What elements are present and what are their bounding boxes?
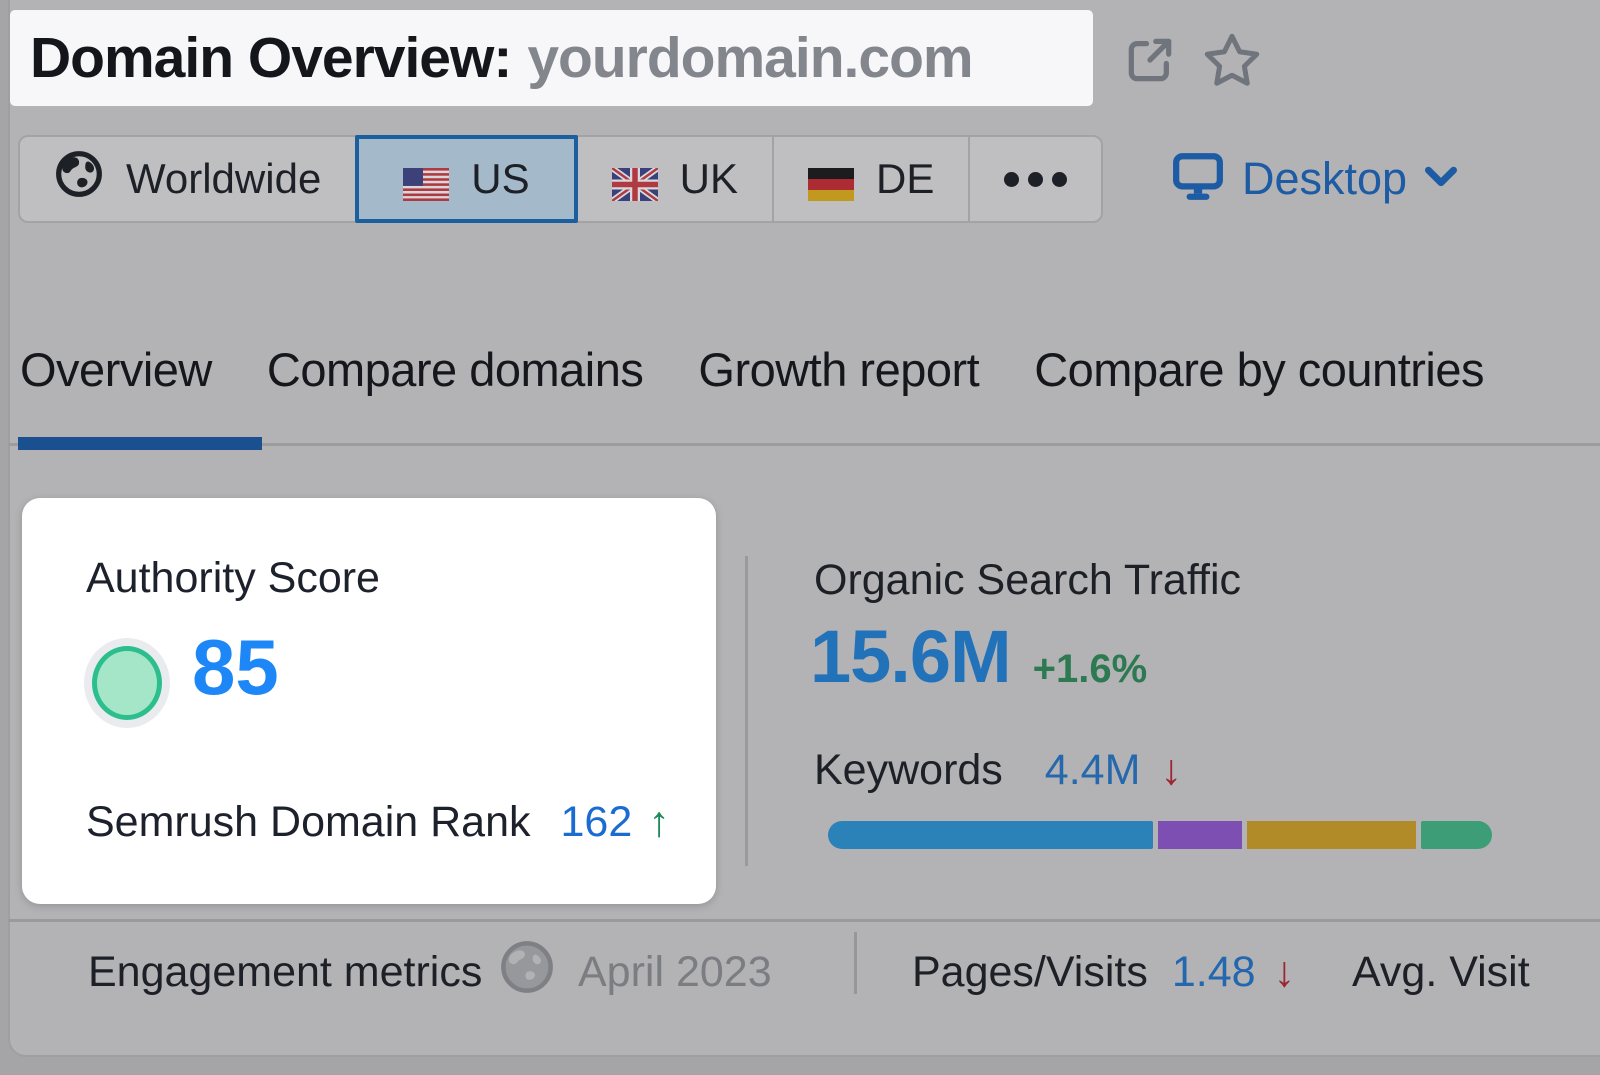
tab-compare-by-countries[interactable]: Compare by countries — [1034, 343, 1484, 396]
authority-score-value: 85 — [192, 623, 279, 711]
keywords-distribution-bar — [828, 821, 1492, 849]
chevron-down-icon — [1425, 166, 1458, 193]
domain-rank-value: 162 — [560, 798, 633, 846]
page-title-domain: yourdomain.com — [527, 26, 973, 90]
engagement-metrics-title: Engagement metrics — [88, 948, 483, 996]
page-title-label: Domain Overview: — [30, 26, 512, 90]
region-selector-bar: Worldwide US — [18, 135, 1104, 223]
domain-rank-label: Semrush Domain Rank — [86, 798, 531, 846]
engagement-globe-icon — [500, 940, 554, 999]
region-more-button[interactable] — [968, 137, 1101, 221]
tabs-baseline-rule — [8, 443, 1600, 446]
authority-score-card: Authority Score 85 Semrush Domain Rank 1… — [22, 498, 716, 904]
organic-traffic-value-row: 15.6M +1.6% — [810, 614, 1147, 699]
globe-icon — [54, 149, 104, 209]
section-divider — [8, 919, 1600, 922]
authority-score-gauge — [92, 646, 162, 720]
region-us-label: US — [471, 155, 530, 202]
engagement-date: April 2023 — [578, 948, 772, 996]
pages-visits-row: Pages/Visits 1.48 ↓ — [912, 948, 1295, 997]
us-flag-icon — [403, 163, 450, 201]
keywords-bar-segment-purple — [1157, 821, 1242, 849]
organic-traffic-title: Organic Search Traffic — [814, 556, 1241, 604]
uk-flag-icon — [609, 163, 660, 203]
keywords-value[interactable]: 4.4M — [1044, 746, 1141, 794]
keywords-row: Keywords 4.4M ↓ — [814, 746, 1182, 795]
desktop-monitor-icon — [1172, 152, 1224, 206]
keywords-bar-segment-green — [1420, 821, 1492, 849]
pages-visits-label: Pages/Visits — [912, 948, 1148, 996]
authority-score-title: Authority Score — [86, 554, 380, 602]
page-title: Domain Overview: yourdomain.com — [10, 10, 1093, 106]
keywords-bar-segment-blue — [828, 821, 1153, 849]
trend-up-arrow-icon: ↑ — [648, 798, 670, 846]
ellipsis-icon — [1004, 171, 1068, 187]
semrush-domain-rank-row: Semrush Domain Rank 162 ↑ — [86, 798, 670, 847]
device-selector[interactable]: Desktop — [1172, 146, 1458, 212]
de-flag-icon — [808, 163, 855, 201]
region-de[interactable]: DE — [772, 137, 968, 221]
region-de-label: DE — [876, 155, 935, 202]
engagement-divider — [854, 932, 857, 994]
report-tabs: Overview Compare domains Growth report C… — [20, 342, 1600, 397]
region-worldwide[interactable]: Worldwide — [20, 137, 355, 221]
tab-compare-domains[interactable]: Compare domains — [266, 343, 644, 396]
region-us[interactable]: US — [355, 135, 578, 223]
keywords-bar-segment-gold — [1246, 821, 1416, 849]
organic-traffic-change: +1.6% — [1032, 647, 1148, 691]
active-tab-underline — [18, 437, 262, 450]
pages-visits-value: 1.48 — [1171, 948, 1256, 996]
organic-traffic-value: 15.6M — [810, 615, 1012, 698]
trend-down-arrow-icon: ↓ — [1160, 746, 1182, 794]
column-divider — [745, 556, 748, 866]
keywords-label: Keywords — [814, 746, 1003, 794]
avg-visit-label: Avg. Visit — [1352, 948, 1530, 996]
tab-overview[interactable]: Overview — [20, 343, 212, 396]
region-worldwide-label: Worldwide — [126, 155, 322, 202]
external-link-icon[interactable] — [1122, 32, 1178, 93]
favorite-star-icon[interactable] — [1202, 30, 1262, 95]
region-uk[interactable]: UK — [578, 137, 772, 221]
trend-down-arrow-icon: ↓ — [1273, 948, 1296, 996]
tab-growth-report[interactable]: Growth report — [698, 343, 980, 396]
region-uk-label: UK — [679, 155, 739, 202]
device-selector-label: Desktop — [1242, 153, 1408, 204]
